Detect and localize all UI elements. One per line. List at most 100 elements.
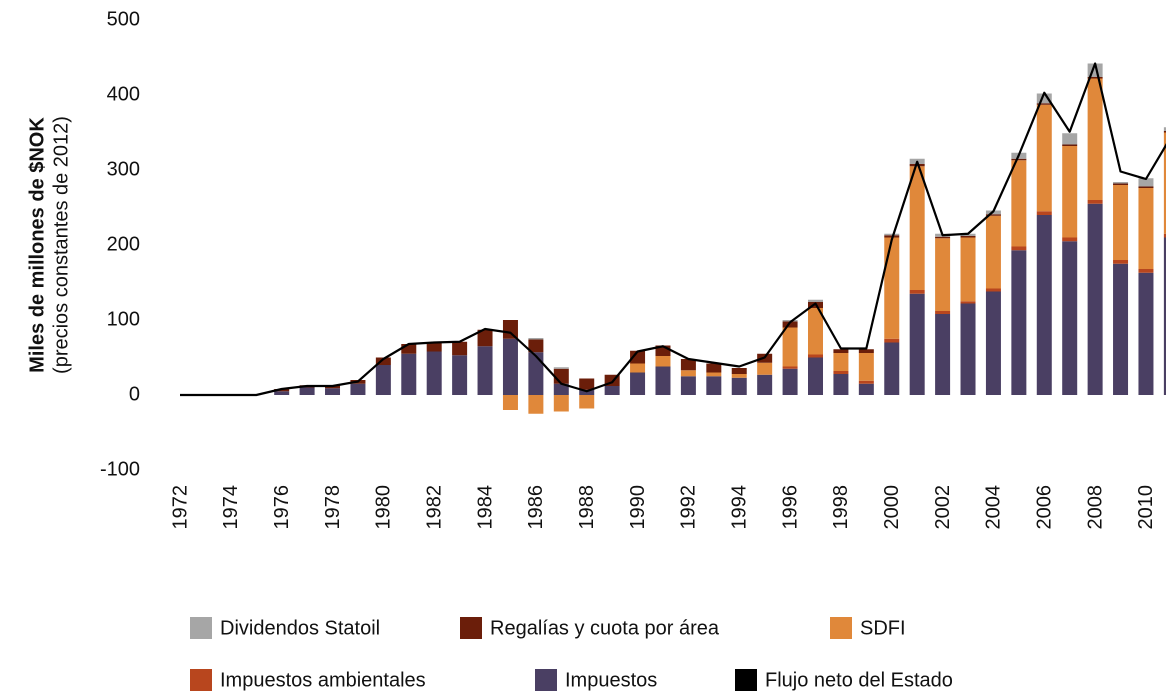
bar-segment	[1163, 127, 1166, 131]
bar-segment	[858, 380, 874, 384]
bar-segment	[858, 353, 874, 381]
x-tick-label: 1986	[525, 485, 547, 530]
bar-segment	[960, 301, 976, 304]
bar-segment	[1062, 241, 1078, 395]
bar-segment	[1062, 133, 1078, 145]
x-tick-label: 2000	[881, 485, 903, 530]
bar-segment	[1163, 233, 1166, 238]
bar-segment	[782, 320, 798, 322]
bar-segment	[350, 383, 366, 395]
bar-segment	[452, 341, 468, 356]
bar-segment	[1138, 188, 1154, 269]
bar-segment	[401, 353, 417, 395]
bar-segment	[299, 387, 315, 395]
bar-segment	[553, 368, 569, 384]
bar-segment	[1036, 211, 1052, 215]
bar-segment	[426, 342, 442, 352]
bar-segment	[630, 363, 646, 373]
x-tick-label: 1996	[779, 485, 801, 530]
bar-segment	[1138, 272, 1154, 395]
bar-segment	[858, 349, 874, 353]
y-tick-label: 500	[107, 8, 140, 30]
bar-segment	[985, 288, 1001, 292]
bar-segment	[1062, 146, 1078, 238]
bar-segment	[553, 383, 569, 395]
legend-swatch	[535, 669, 557, 691]
bar-segment	[757, 362, 773, 375]
bar-segment	[935, 311, 951, 314]
bar-segment	[833, 349, 849, 353]
bar-segment	[375, 357, 391, 365]
bar-segment	[1036, 215, 1052, 395]
bar-segment	[782, 368, 798, 395]
bar-segment	[553, 395, 569, 412]
legend-label: Flujo neto del Estado	[765, 669, 953, 691]
y-tick-label: -100	[100, 458, 140, 480]
bar-segment	[884, 338, 900, 343]
bar-segment	[985, 214, 1001, 216]
bar-segment	[909, 166, 925, 290]
bar-segment	[808, 354, 823, 358]
bar-segment	[1163, 132, 1166, 234]
bar-segment	[909, 290, 925, 294]
x-tick-label: 2002	[932, 485, 954, 530]
x-tick-label: 1976	[271, 485, 293, 530]
x-tick-label: 1994	[729, 485, 751, 530]
bar-segment	[528, 352, 544, 395]
bar-segment	[935, 238, 951, 311]
bar-segment	[528, 338, 544, 340]
bar-segment	[935, 314, 951, 395]
y-axis-title: Miles de millones de $NOK (precios const…	[26, 116, 72, 374]
legend-swatch	[735, 669, 757, 691]
y-axis-sublabel: (precios constantes de 2012)	[50, 116, 72, 374]
bar-segment	[1087, 200, 1103, 204]
bar-segment	[731, 368, 747, 374]
bar-segment	[1011, 246, 1027, 251]
bar-segment	[1138, 269, 1154, 273]
x-tick-label: 1992	[678, 485, 700, 530]
bar-segment	[630, 372, 646, 395]
x-tick-label: 1982	[423, 485, 445, 530]
bar-segment	[579, 378, 595, 390]
bar-segment	[731, 377, 747, 395]
bar-segment	[706, 372, 722, 377]
y-tick-label: 300	[107, 158, 140, 180]
x-tick-label: 2004	[983, 485, 1005, 530]
bar-segment	[1113, 185, 1129, 260]
x-tick-label: 1978	[322, 485, 344, 530]
bar-segment	[528, 395, 544, 414]
legend-label: Regalías y cuota por área	[490, 617, 720, 639]
bar-segment	[935, 236, 951, 239]
legend-label: Impuestos ambientales	[220, 669, 426, 691]
bar-segment	[655, 366, 671, 395]
bar-segment	[1087, 78, 1103, 200]
bar-segment	[808, 308, 823, 355]
bar-segment	[655, 345, 671, 356]
x-tick-label: 2010	[1135, 485, 1157, 530]
bar-segment	[706, 376, 722, 395]
bar-segment	[1113, 182, 1129, 184]
bar-segment	[808, 357, 823, 395]
bar-segment	[325, 388, 341, 395]
bar-segment	[452, 355, 468, 395]
x-tick-label: 1998	[830, 485, 852, 530]
bar-segment	[579, 395, 595, 409]
bar-segment	[528, 339, 544, 353]
bar-segment	[477, 329, 493, 347]
net-flow-line	[180, 62, 1166, 397]
bar-segment	[604, 386, 620, 395]
legend-label: Dividendos Statoil	[220, 617, 380, 639]
bar-segment	[960, 303, 976, 395]
bar-segment	[680, 376, 696, 395]
x-tick-label: 1980	[373, 485, 395, 530]
bar-segment	[401, 344, 417, 354]
legend-swatch	[830, 617, 852, 639]
y-tick-label: 100	[107, 308, 140, 330]
bar-segment	[858, 383, 874, 395]
bar-segment	[985, 291, 1001, 395]
bar-segment	[1113, 183, 1129, 185]
bar-segment	[782, 321, 798, 328]
y-tick-label: 400	[107, 83, 140, 105]
bar-segment	[477, 346, 493, 395]
